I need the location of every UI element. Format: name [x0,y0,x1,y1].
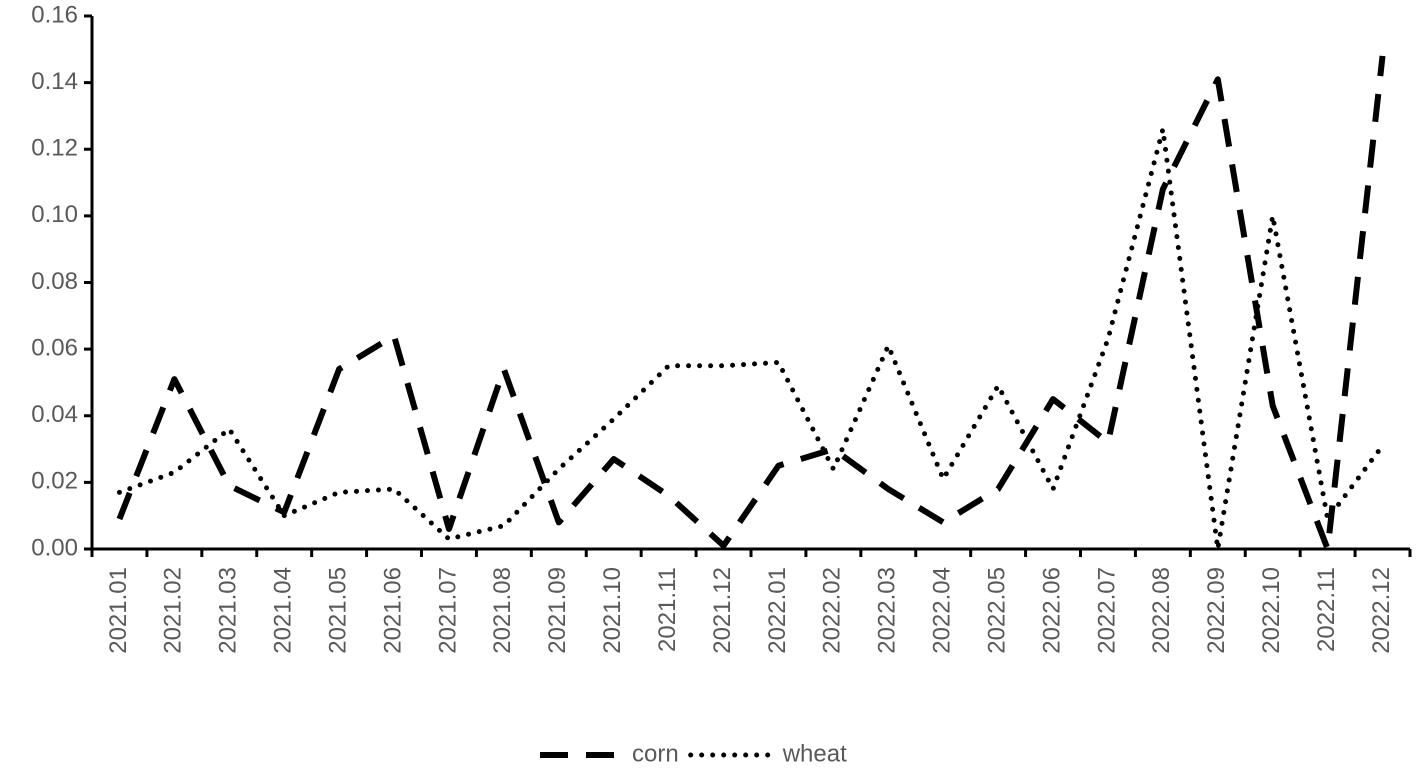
x-tick-label: 2022.02 [819,567,846,654]
y-tick-label: 0.12 [31,135,78,162]
y-tick-label: 0.04 [31,401,78,428]
series-line [116,126,1386,552]
x-tick-label: 2022.05 [983,567,1010,654]
x-tick-label: 2021.05 [324,567,351,654]
x-tick-label: 2022.03 [874,567,901,654]
x-tick-label: 2021.04 [270,567,297,654]
x-tick-label: 2021.03 [215,567,242,654]
x-tick-label: 2022.06 [1038,567,1065,654]
x-tick-label: 2022.10 [1258,567,1285,654]
x-tick-label: 2022.08 [1148,567,1175,654]
y-tick-label: 0.14 [31,68,78,95]
x-tick-label: 2021.09 [544,567,571,654]
x-tick-label: 2021.02 [160,567,187,654]
x-tick-label: 2022.04 [929,567,956,654]
x-tick-label: 2021.01 [105,567,132,654]
x-tick-label: 2022.01 [764,567,791,654]
y-tick-label: 0.00 [31,534,78,561]
series-line [116,55,1386,552]
x-tick-label: 2021.06 [379,567,406,654]
x-tick-label: 2021.12 [709,567,736,654]
y-tick-label: 0.06 [31,334,78,361]
x-tick-label: 2022.09 [1203,567,1230,654]
y-tick-label: 0.10 [31,201,78,228]
y-tick-label: 0.02 [31,468,78,495]
x-tick-label: 2021.08 [489,567,516,654]
x-tick-label: 2021.10 [599,567,626,654]
x-tick-label: 2021.11 [654,567,681,652]
legend-label: corn [632,740,679,767]
y-tick-label: 0.16 [31,1,78,28]
x-tick-label: 2022.12 [1368,567,1395,654]
y-tick-label: 0.08 [31,268,78,295]
x-tick-label: 2021.07 [434,567,461,654]
legend-label: wheat [782,740,847,767]
x-tick-label: 2022.11 [1313,567,1340,652]
x-tick-label: 2022.07 [1093,567,1120,654]
